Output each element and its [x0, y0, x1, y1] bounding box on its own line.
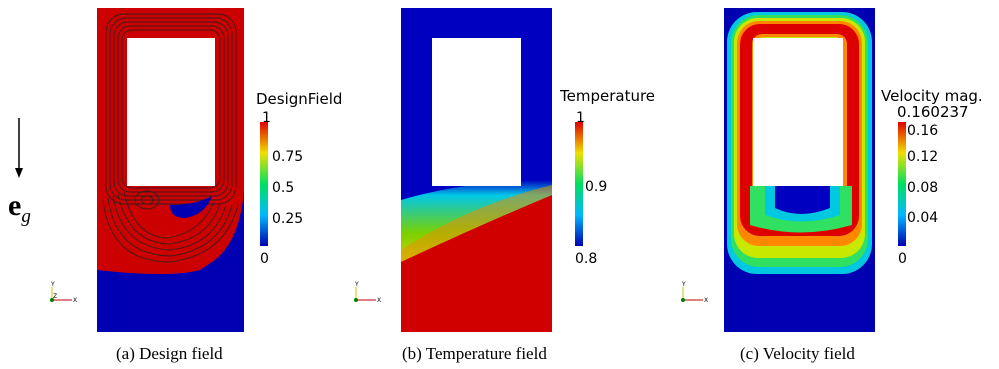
svg-text:X: X	[377, 297, 381, 304]
temperature-plot	[401, 8, 552, 332]
velocity-colorbar	[898, 122, 906, 246]
streamlines	[102, 13, 239, 263]
design-tick-075: 0.75	[272, 149, 303, 165]
temperature-colorbar-title: Temperature	[559, 87, 655, 105]
svg-text:Y: Y	[681, 281, 686, 288]
svg-text:X: X	[73, 297, 77, 304]
panel-velocity-field: Velocity mag. 0.160237 0.16 0.12 0.08 0.…	[681, 8, 983, 363]
panel-design-field: DesignField 1 0.75 0.5 0.25 0 Y Z X (a) …	[50, 8, 342, 363]
velocity-plot	[724, 8, 875, 332]
caption-b: (b) Temperature field	[402, 344, 547, 363]
caption-a: (a) Design field	[116, 344, 223, 363]
axes-triad: Y Z X	[50, 281, 77, 304]
velocity-tick-0: 0	[898, 251, 907, 267]
gravity-label: eg	[8, 189, 31, 227]
temperature-tick-1: 1	[576, 110, 585, 126]
temperature-tick-09: 0.9	[585, 179, 607, 195]
design-tick-0: 0	[260, 251, 269, 267]
design-tick-1: 1	[262, 110, 271, 126]
design-tick-025: 0.25	[272, 211, 303, 227]
axes-triad: Y X	[681, 281, 708, 304]
svg-text:Y: Y	[50, 281, 55, 288]
design-colorbar-title: DesignField	[256, 90, 342, 108]
velocity-colorbar-title: Velocity mag.	[881, 87, 983, 105]
design-tick-05: 0.5	[272, 180, 294, 196]
velocity-tick-012: 0.12	[907, 149, 938, 165]
velocity-max-label: 0.160237	[897, 103, 969, 121]
axes-triad: Y X	[354, 281, 381, 304]
svg-text:Y: Y	[354, 281, 359, 288]
gravity-arrow	[15, 118, 23, 178]
panel-temperature-field: Temperature 1 0.9 0.8 Y X (b) Temperatur…	[354, 8, 655, 363]
svg-text:X: X	[704, 297, 708, 304]
temperature-colorbar	[575, 122, 583, 246]
design-colorbar	[260, 122, 268, 246]
velocity-tick-016: 0.16	[907, 123, 938, 139]
temperature-tick-08: 0.8	[575, 251, 597, 267]
design-field-plot	[97, 8, 244, 332]
caption-c: (c) Velocity field	[740, 344, 855, 363]
velocity-tick-004: 0.04	[907, 210, 938, 226]
svg-text:Z: Z	[53, 293, 57, 300]
velocity-tick-008: 0.08	[907, 180, 938, 196]
